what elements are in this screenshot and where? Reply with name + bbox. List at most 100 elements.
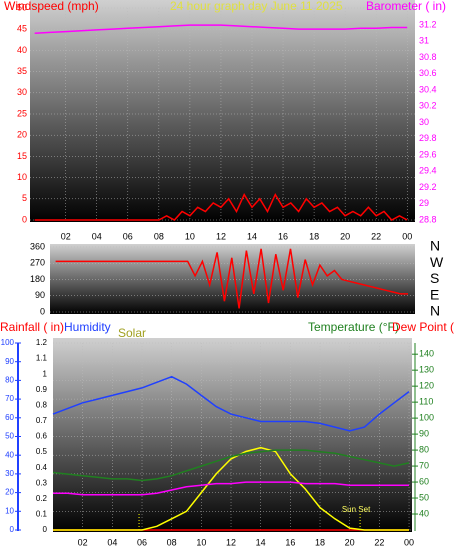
tick-label: 60 [5, 413, 14, 422]
tick-label: 180 [30, 274, 45, 284]
tick-label: 25 [17, 108, 27, 118]
series-line [34, 193, 408, 221]
tick-label: 45 [17, 24, 27, 34]
tick-label: 28.8 [419, 214, 437, 224]
series-line [52, 449, 410, 482]
tick-label: 0.6 [36, 432, 48, 441]
x-tick-label: 12 [226, 537, 236, 547]
x-tick-label: 16 [285, 537, 295, 547]
tick-label: 140 [419, 349, 434, 359]
series-line [34, 24, 408, 34]
series-header: Windspeed (mph) [4, 0, 99, 13]
tick-label: 0.1 [36, 510, 48, 519]
series-line [55, 248, 408, 309]
tick-label: 90 [5, 357, 14, 366]
x-tick-label: 12 [216, 231, 226, 241]
x-tick-label: 22 [371, 231, 381, 241]
tick-label: 100 [419, 412, 434, 422]
series-header: Dew Point ( [392, 320, 454, 334]
tick-label: N [430, 238, 440, 254]
x-tick-label: 06 [123, 231, 133, 241]
plot-background [30, 0, 415, 222]
plots: 0510152025303540455028.82929.229.429.629… [1, 2, 444, 547]
tick-label: 360 [30, 241, 45, 251]
x-tick-label: 18 [315, 537, 325, 547]
tick-label: 35 [17, 66, 27, 76]
tick-label: S [430, 270, 439, 286]
tick-label: 30.8 [419, 52, 437, 62]
tick-label: 31.2 [419, 19, 437, 29]
tick-label: 90 [35, 290, 45, 300]
tick-label: 29.2 [419, 182, 437, 192]
tick-label: 10 [17, 172, 27, 182]
tick-label: 10 [5, 506, 14, 515]
x-tick-label: 08 [154, 231, 164, 241]
tick-label: 20 [17, 130, 27, 140]
tick-label: 40 [419, 508, 429, 518]
x-tick-label: 16 [278, 231, 288, 241]
tick-label: 1.2 [36, 338, 48, 347]
tick-label: 80 [419, 444, 429, 454]
tick-label: 50 [5, 432, 14, 441]
x-tick-label: 04 [107, 537, 117, 547]
tick-label: 0 [10, 525, 15, 534]
series-header: Barometer ( in) [366, 0, 446, 13]
tick-label: 0.2 [36, 494, 48, 503]
tick-label: 31 [419, 36, 429, 46]
series-header: Humidity [64, 320, 111, 334]
tick-label: 30.2 [419, 101, 437, 111]
x-tick-label: 20 [345, 537, 355, 547]
series-header: Temperature (°F) [308, 320, 399, 334]
tick-label: 50 [17, 2, 27, 12]
x-tick-label: 02 [78, 537, 88, 547]
x-tick-label: 14 [247, 231, 257, 241]
tick-label: 60 [419, 476, 429, 486]
x-tick-label: 00 [402, 231, 412, 241]
tick-label: 0.4 [36, 463, 48, 472]
series-header: Rainfall ( in) [0, 320, 64, 334]
x-tick-label: 18 [309, 231, 319, 241]
x-tick-label: 20 [340, 231, 350, 241]
tick-label: 110 [419, 397, 433, 407]
tick-label: 80 [5, 376, 14, 385]
tick-label: 30.4 [419, 84, 437, 94]
tick-label: 30 [5, 469, 14, 478]
series-line [53, 446, 409, 531]
x-tick-label: 06 [137, 537, 147, 547]
tick-label: 1.1 [36, 354, 48, 363]
tick-label: 270 [30, 258, 45, 268]
tick-label: 0 [43, 525, 48, 534]
tick-label: 0.8 [36, 400, 48, 409]
tick-label: 70 [419, 460, 429, 470]
tick-label: 29.4 [419, 166, 437, 176]
x-tick-label: 10 [196, 537, 206, 547]
series-line [52, 375, 410, 432]
tick-label: N [430, 303, 440, 319]
x-tick-label: 08 [167, 537, 177, 547]
tick-label: 30 [419, 117, 429, 127]
tick-label: 0 [22, 214, 27, 224]
tick-label: 100 [1, 338, 15, 347]
tick-label: 40 [17, 45, 27, 55]
tick-label: 50 [419, 492, 429, 502]
x-tick-label: 22 [374, 537, 384, 547]
tick-label: W [430, 254, 444, 270]
series-header: Solar [118, 326, 146, 340]
x-tick-label: 14 [256, 537, 266, 547]
x-tick-label: 04 [92, 231, 102, 241]
tick-label: 0.3 [36, 478, 48, 487]
tick-label: 40 [5, 450, 14, 459]
tick-label: 0.7 [36, 416, 48, 425]
plot-background [50, 244, 415, 314]
tick-label: 70 [5, 394, 14, 403]
x-tick-label: 10 [185, 231, 195, 241]
x-tick-label: 02 [61, 231, 71, 241]
tick-label: 5 [22, 193, 27, 203]
tick-label: 0.9 [36, 385, 48, 394]
series-line [53, 481, 409, 496]
tick-label: 29.8 [419, 133, 437, 143]
tick-label: 0 [40, 306, 45, 316]
tick-label: 30.6 [419, 68, 437, 78]
tick-label: 0.5 [36, 447, 48, 456]
